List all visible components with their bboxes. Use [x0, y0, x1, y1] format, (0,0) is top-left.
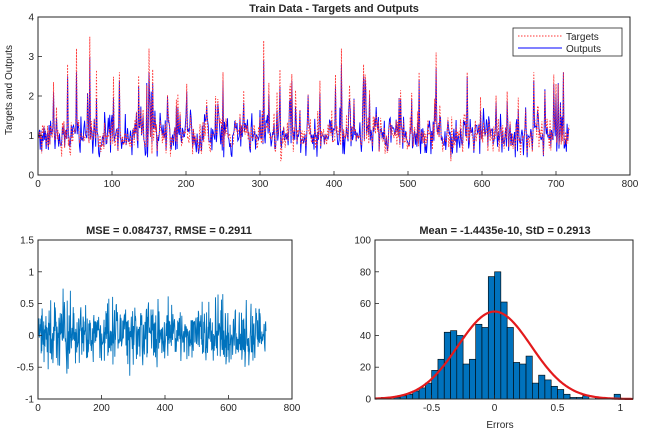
errors-series-group [37, 288, 267, 376]
histogram-bars-group [380, 271, 621, 400]
histogram-bar [525, 355, 533, 400]
top-ytick-label: 2 [28, 92, 34, 103]
histogram-fit-group [374, 310, 634, 401]
histogram-bar [494, 271, 502, 400]
histogram-bar [443, 331, 451, 400]
errors-ytick-label: 1.5 [20, 236, 34, 247]
top-ytick-label: 1 [28, 131, 34, 142]
top-xtick-label: 800 [622, 179, 639, 190]
histogram-xtick-label: 0 [492, 403, 498, 414]
top-chart-ylabel: Targets and Outputs [4, 45, 15, 135]
legend-outputs-label: Outputs [566, 44, 601, 55]
histogram-ytick-label: 60 [360, 299, 372, 310]
top-series-group [38, 36, 570, 162]
histogram-bar [469, 358, 476, 400]
top-legend: Targets Outputs [512, 27, 623, 57]
errors-xtick-label: 0 [35, 403, 41, 414]
histogram-bar [481, 327, 489, 400]
errors-xtick-label: 200 [93, 403, 110, 414]
top-xtick-label: 200 [178, 179, 195, 190]
top-chart-title: Train Data - Targets and Outputs [249, 3, 419, 15]
histogram-bar [538, 374, 546, 400]
histogram-bar [544, 379, 552, 400]
top-xtick-label: 300 [252, 179, 269, 190]
histogram-axis-ticks: -0.5 0 0.5 1 0 20 40 60 80 100 [354, 236, 623, 415]
errors-axis-ticks: 0 200 400 600 800 -1 -0.5 0 0.5 1 1.5 [17, 236, 301, 415]
histogram-chart-title: Mean = -1.4435e-10, StD = 0.2913 [419, 225, 590, 237]
errors-ytick-label: 0 [28, 331, 34, 342]
legend-box [512, 27, 623, 57]
top-xtick-label: 500 [400, 179, 417, 190]
histogram-bar [532, 382, 539, 400]
top-xtick-label: 0 [35, 179, 41, 190]
errors-xtick-label: 800 [284, 403, 301, 414]
histogram-bar [425, 382, 432, 400]
errors-ytick-label: -1 [25, 395, 34, 406]
histogram-xtick-label: 1 [618, 403, 624, 414]
histogram-ytick-label: 40 [360, 331, 372, 342]
histogram-bar [487, 276, 495, 400]
top-plot-frame [37, 16, 631, 176]
histogram-bar [506, 327, 514, 400]
histogram-ytick-label: 80 [360, 267, 372, 278]
top-xtick-label: 400 [326, 179, 343, 190]
top-chart: Train Data - Targets and Outputs Targets… [4, 3, 639, 190]
histogram-bar [519, 363, 527, 400]
top-xtick-label: 700 [548, 179, 565, 190]
histogram-ytick-label: 0 [365, 395, 371, 406]
histogram-plot-frame [374, 239, 634, 400]
histogram-bar [450, 330, 458, 400]
histogram-bar [418, 387, 426, 400]
top-xtick-label: 100 [104, 179, 121, 190]
errors-ytick-label: -0.5 [17, 363, 35, 374]
histogram-bar [550, 385, 558, 400]
top-ytick-label: 0 [28, 171, 34, 182]
histogram-xlabel: Errors [486, 420, 513, 431]
histogram-bar [563, 393, 571, 400]
errors-ytick-label: 1 [28, 267, 34, 278]
top-xtick-label: 600 [474, 179, 491, 190]
histogram-chart: Mean = -1.4435e-10, StD = 0.2913 -0.5 0 0.… [354, 225, 634, 431]
legend-targets-label: Targets [566, 32, 599, 43]
histogram-bar [462, 363, 470, 400]
outputs-line [38, 56, 570, 158]
errors-ytick-label: 0.5 [20, 299, 34, 310]
top-axis-ticks: 0 100 200 300 400 500 600 700 800 0 1 2 3 4 [28, 13, 638, 191]
histogram-ytick-label: 100 [354, 236, 371, 247]
top-ytick-label: 4 [28, 13, 34, 24]
normal-fit-curve [374, 310, 634, 401]
errors-chart: MSE = 0.084737, RMSE = 0.2911 0 200 400 600… [17, 225, 301, 414]
histogram-bar [557, 389, 565, 400]
top-ytick-label: 3 [28, 52, 34, 63]
errors-xtick-label: 600 [220, 403, 237, 414]
histogram-ytick-label: 20 [360, 363, 372, 374]
histogram-xtick-label: 0.5 [551, 403, 565, 414]
errors-xtick-label: 400 [157, 403, 174, 414]
histogram-bar [475, 323, 483, 400]
errors-chart-title: MSE = 0.084737, RMSE = 0.2911 [86, 225, 252, 237]
histogram-xtick-label: -0.5 [423, 403, 441, 414]
errors-plot-frame [37, 239, 293, 400]
errors-line [37, 288, 267, 376]
histogram-bar [513, 362, 521, 400]
